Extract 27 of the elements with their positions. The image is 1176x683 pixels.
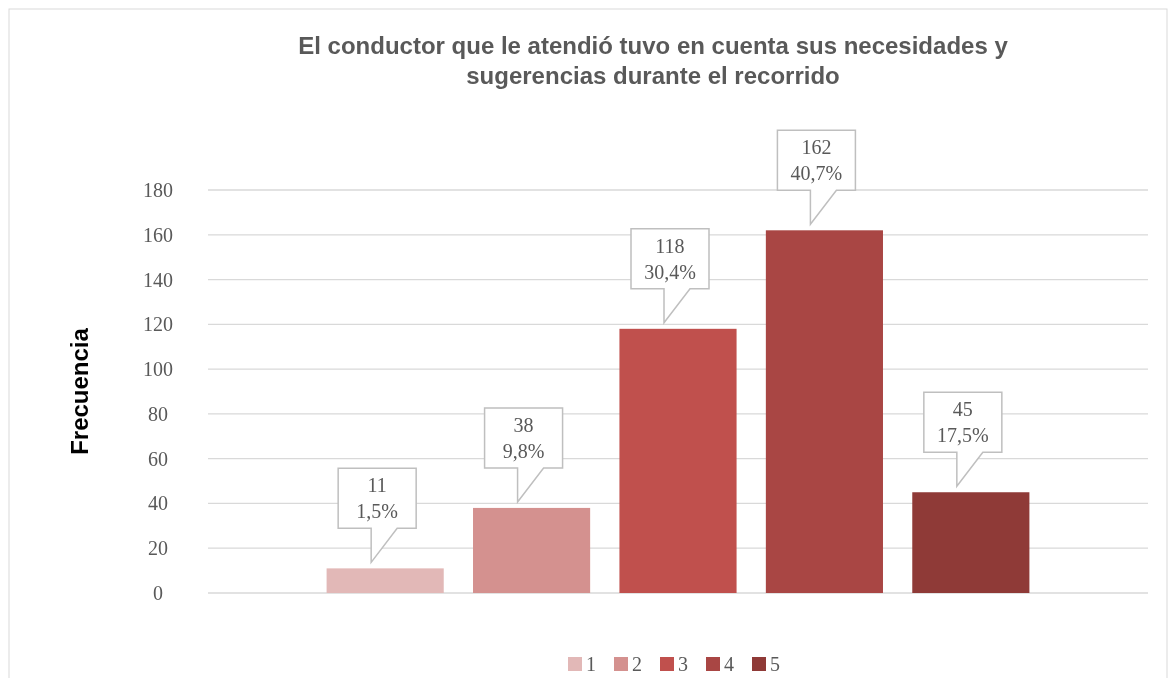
data-label: 45 17,5%: [937, 398, 989, 447]
y-tick-label: 80: [148, 402, 168, 425]
y-tick-label: 180: [143, 179, 173, 201]
bar: [912, 492, 1030, 593]
data-label: 162 40,7%: [790, 136, 843, 185]
legend-label: 2: [632, 653, 642, 675]
data-label: 118 30,4%: [644, 234, 696, 283]
legend-label: 4: [724, 653, 734, 675]
bar: [473, 507, 591, 593]
chart-title: El conductor que le atendió tuvo en cuenta sus necesidades y sugerencias durante el recorrido: [298, 32, 1009, 89]
y-tick-label: 100: [143, 358, 173, 381]
bar: [765, 230, 883, 593]
legend-label: 1: [586, 653, 596, 675]
bar: [619, 328, 737, 593]
bar: [326, 568, 444, 593]
y-tick-label: 20: [148, 537, 168, 560]
y-tick-label: 120: [143, 313, 173, 336]
y-tick-label: 40: [148, 492, 168, 515]
data-label: 11 1,5%: [356, 474, 398, 523]
y-tick-label: 140: [143, 268, 173, 291]
legend-label: 3: [678, 653, 688, 675]
y-tick-label: 60: [148, 447, 168, 470]
data-label: 38 9,8%: [502, 413, 545, 462]
y-tick-label: 0: [153, 582, 163, 604]
y-tick-label: 160: [143, 223, 173, 246]
y-axis-title: Frecuencia: [66, 327, 93, 455]
legend-label: 5: [770, 653, 780, 675]
